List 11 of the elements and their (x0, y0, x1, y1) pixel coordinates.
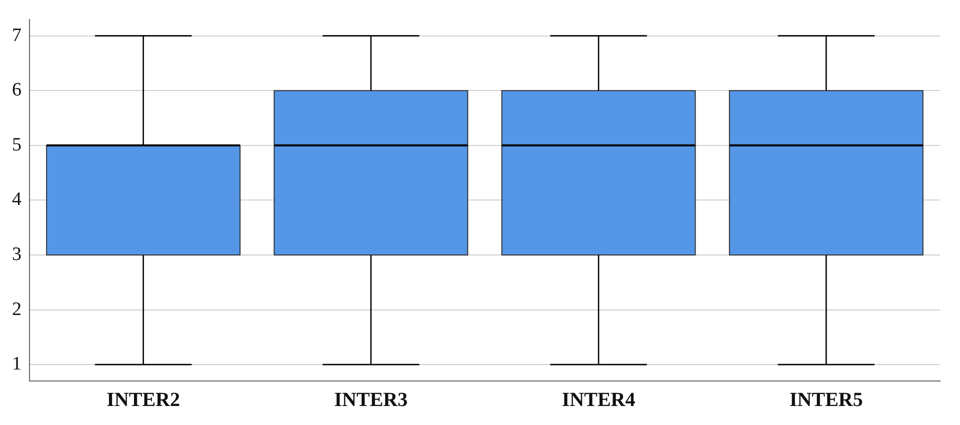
y-tick-label: 5 (12, 134, 22, 156)
y-tick-label: 2 (12, 298, 22, 320)
y-tick-label: 3 (12, 244, 22, 265)
y-tick-label: 1 (12, 354, 22, 375)
y-tick-label: 6 (12, 80, 22, 101)
x-tick-label: INTER4 (562, 389, 636, 412)
x-tick-label: INTER5 (790, 389, 863, 412)
x-tick-label: INTER3 (334, 389, 408, 412)
y-tick-label: 4 (12, 189, 22, 210)
y-tick-label: 7 (12, 24, 22, 46)
x-tick-label: INTER2 (106, 389, 180, 412)
